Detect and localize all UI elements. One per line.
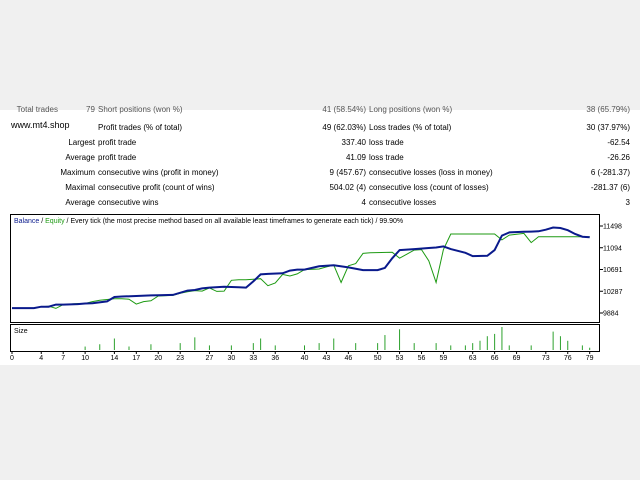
x-tick-label: 43 — [323, 355, 331, 362]
row-loss-label: Loss trades (% of total) — [369, 123, 452, 132]
x-tick-label: 4 — [39, 355, 43, 362]
row-loss-value: -62.54 — [607, 138, 630, 147]
report-row: Maximal consecutive profit (count of win… — [0, 180, 640, 195]
y-tick-label: 11498 — [603, 224, 622, 231]
x-tick-label: 14 — [110, 355, 118, 362]
row-desc: consecutive profit (count of wins) — [98, 183, 215, 192]
row-label: Maximal — [65, 183, 95, 192]
chart-method-text: / Every tick (the most precise method ba… — [65, 218, 404, 225]
x-tick-label: 56 — [418, 355, 426, 362]
x-tick-label: 23 — [176, 355, 184, 362]
x-tick-label: 27 — [206, 355, 214, 362]
x-tick-label: 30 — [227, 355, 235, 362]
row-desc-value: 337.40 — [341, 138, 366, 147]
row-loss-value: 3 — [625, 198, 630, 207]
row-label: Largest — [68, 138, 95, 147]
x-tick-label: 33 — [249, 355, 257, 362]
row-loss-value: 38 (65.79%) — [586, 105, 630, 114]
row-label: Average — [65, 198, 95, 207]
report-row: Maximum consecutive wins (profit in mone… — [0, 165, 640, 180]
row-label: Maximum — [60, 168, 95, 177]
x-tick-label: 17 — [132, 355, 140, 362]
row-loss-value: 6 (-281.37) — [590, 168, 630, 177]
x-tick-label: 7 — [61, 355, 65, 362]
x-tick-label: 76 — [564, 355, 572, 362]
legend-equity: Equity — [45, 218, 65, 225]
row-desc: consecutive wins — [98, 198, 159, 207]
size-label: Size — [14, 328, 28, 335]
row-desc: Profit trades (% of total) — [98, 123, 183, 132]
row-loss-value: -281.37 (6) — [590, 183, 630, 192]
y-axis: 11498 11094 10691 10287 9884 — [599, 224, 623, 318]
x-tick-label: 46 — [344, 355, 352, 362]
x-tick-label: 53 — [396, 355, 404, 362]
y-tick-label: 10287 — [603, 289, 623, 296]
x-tick-label: 59 — [440, 355, 448, 362]
x-tick-label: 20 — [154, 355, 162, 362]
report-row: Average consecutive wins 4 consecutive l… — [0, 195, 640, 210]
size-bars — [84, 327, 591, 350]
y-tick-label: 9884 — [603, 311, 619, 318]
x-tick-label: 69 — [513, 355, 521, 362]
row-label: Total trades — [16, 105, 58, 114]
row-desc-value: 41.09 — [345, 153, 366, 162]
row-loss-label: loss trade — [369, 153, 404, 162]
x-tick-label: 10 — [81, 355, 89, 362]
x-tick-label: 0 — [10, 355, 14, 362]
report-row-total-trades: Total trades 79 Short positions (won %) … — [0, 102, 640, 117]
row-loss-value: 30 (37.97%) — [586, 123, 630, 132]
report-row: Average profit trade 41.09 loss trade -2… — [0, 150, 640, 165]
row-value: 79 — [86, 105, 95, 114]
y-tick-label: 10691 — [603, 267, 623, 274]
row-desc: Short positions (won %) — [98, 105, 183, 114]
row-label: Average — [65, 153, 95, 162]
x-tick-label: 73 — [542, 355, 550, 362]
x-tick-label: 79 — [586, 355, 594, 362]
x-tick-label: 63 — [469, 355, 477, 362]
row-loss-label: consecutive loss (count of losses) — [369, 183, 489, 192]
report-row: Profit trades (% of total) 49 (62.03%) L… — [0, 120, 640, 135]
y-tick-label: 11094 — [603, 245, 622, 252]
x-tick-label: 40 — [301, 355, 309, 362]
legend-sep: / — [39, 218, 45, 225]
report-row: Largest profit trade 337.40 loss trade -… — [0, 135, 640, 150]
site-watermark: www.mt4.shop — [11, 120, 70, 130]
x-tick-label: 66 — [491, 355, 499, 362]
x-axis: 0 4 7 10 14 17 20 23 27 30 33 36 40 43 46 50 53 56 59 63 66 6… — [10, 351, 594, 362]
row-desc: profit trade — [98, 153, 137, 162]
row-desc-value: 49 (62.03%) — [322, 123, 366, 132]
row-loss-label: Long positions (won %) — [369, 105, 453, 114]
chart-header: Balance / Equity / Every tick (the most … — [14, 218, 403, 225]
equity-line — [11, 232, 590, 309]
balance-line — [12, 226, 590, 310]
x-tick-label: 50 — [374, 355, 382, 362]
row-loss-label: consecutive losses — [369, 198, 437, 207]
legend-balance: Balance — [14, 218, 39, 225]
row-desc-value: 504.02 (4) — [329, 183, 366, 192]
row-desc-value: 41 (58.54%) — [322, 105, 366, 114]
row-desc-value: 4 — [361, 198, 366, 207]
row-loss-value: -26.26 — [607, 153, 630, 162]
row-desc-value: 9 (457.67) — [329, 168, 366, 177]
row-desc: consecutive wins (profit in money) — [98, 168, 219, 177]
row-loss-label: loss trade — [369, 138, 404, 147]
x-tick-label: 36 — [271, 355, 279, 362]
row-desc: profit trade — [98, 138, 137, 147]
row-loss-label: consecutive losses (loss in money) — [369, 168, 493, 177]
